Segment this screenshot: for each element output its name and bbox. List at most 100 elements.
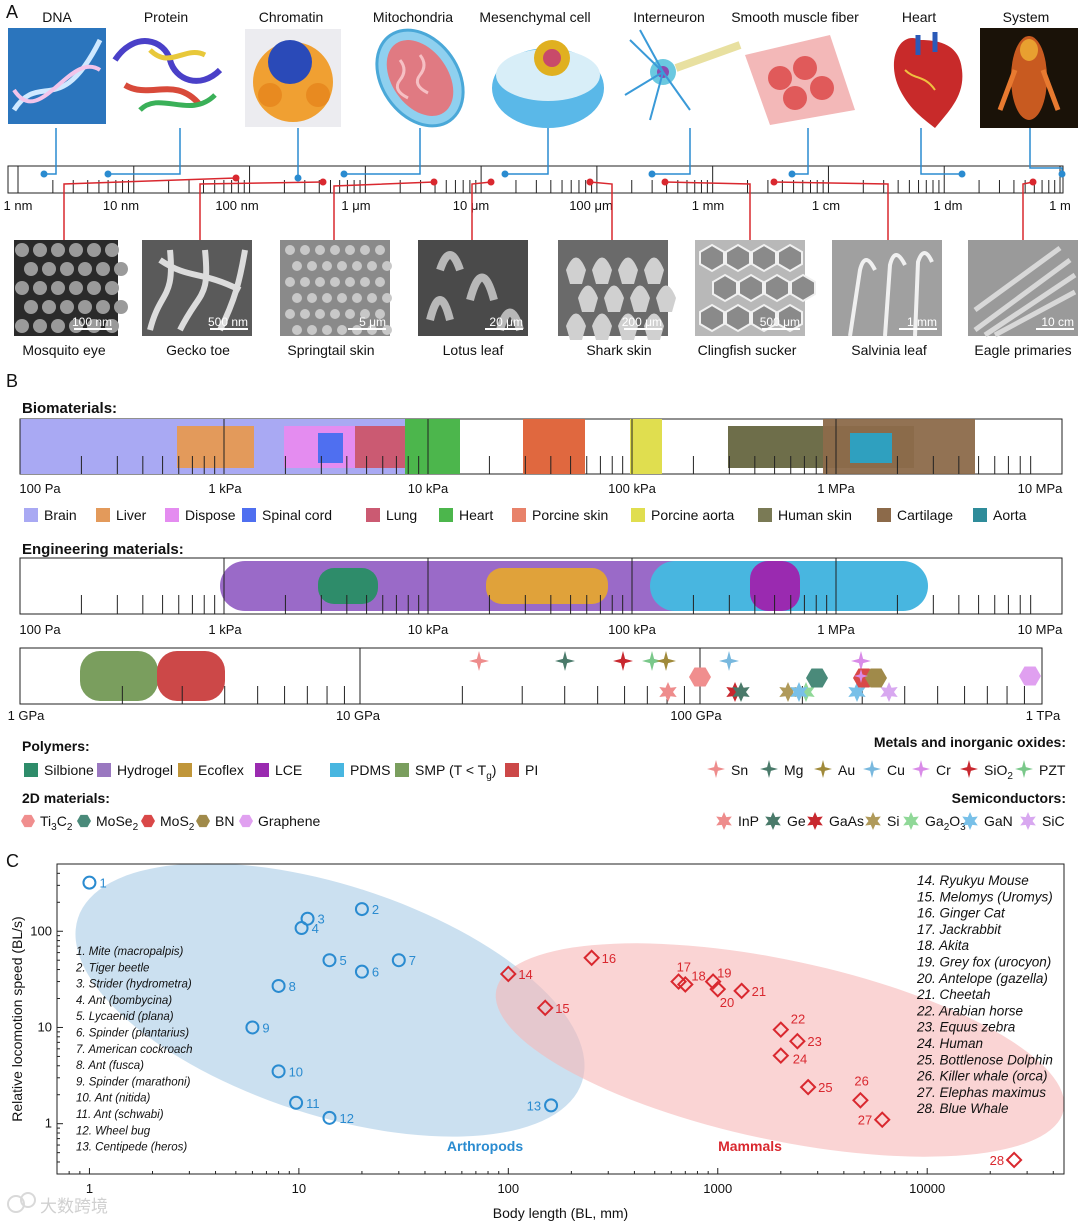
leader-dot	[958, 170, 966, 178]
x-axis-label: Body length (BL, mm)	[493, 1205, 628, 1221]
bottom-item-name: Salvinia leaf	[851, 342, 927, 358]
heart-range	[405, 419, 460, 474]
point-label: 22	[791, 1012, 805, 1027]
legend-marker	[21, 814, 35, 828]
point-label: 28	[990, 1153, 1004, 1168]
watermark: 大数跨境	[7, 1192, 108, 1216]
granule	[300, 245, 310, 255]
2d-material-marker	[865, 668, 887, 688]
chromatin-image	[245, 29, 341, 127]
granule	[300, 277, 310, 287]
ommatidium	[15, 281, 29, 295]
ommatidium	[33, 243, 47, 257]
arthropod-point	[271, 1064, 286, 1079]
mammal-legend-item: 14. Ryukyu Mouse	[917, 873, 1029, 888]
scale-bar-label: 200 μm	[622, 315, 662, 329]
mosquito-eye-image	[14, 240, 128, 336]
legend-label: PDMS	[350, 762, 390, 778]
axis-tick-label: 1 kPa	[208, 481, 242, 496]
legend-label: Ge	[787, 813, 806, 829]
bottom-item-name: Gecko toe	[166, 342, 230, 358]
bottom-item-name: Clingfish sucker	[698, 342, 797, 358]
leader-dot	[294, 174, 302, 182]
arthropod-legend-item: 12. Wheel bug	[76, 1125, 151, 1137]
arthropod-point	[544, 1098, 559, 1113]
legend-marker	[863, 760, 881, 778]
granule	[315, 309, 325, 319]
legend-label: Ti3C2	[40, 813, 73, 833]
legend-label: InP	[738, 813, 759, 829]
granule	[322, 293, 332, 303]
legend-label: Ecoflex	[198, 762, 244, 778]
metal-marker	[719, 651, 739, 671]
legend-label: SiO2	[984, 762, 1013, 782]
top-item-title: DNA	[42, 9, 72, 25]
denticle	[592, 313, 612, 340]
arthropod-legend-item: 13. Centipede (heros)	[76, 1142, 187, 1154]
semiconductor-marker	[659, 682, 677, 702]
granule	[360, 245, 370, 255]
legend-label: Heart	[459, 507, 493, 523]
scale-label: 1 mm	[692, 198, 725, 213]
hexagon-cell	[764, 273, 790, 303]
metal-marker	[613, 651, 633, 671]
leader-dot	[661, 178, 669, 186]
point-label: 7	[409, 953, 416, 968]
arthropod-legend-item: 3. Strider (hydrometra)	[76, 979, 192, 991]
scale-bar-label: 100 nm	[72, 315, 112, 329]
mammal-point	[852, 1091, 869, 1109]
ommatidium	[15, 319, 29, 333]
legend-label: Cu	[887, 762, 905, 778]
legend-label: Silbione	[44, 762, 94, 778]
granule	[322, 261, 332, 271]
engineering-axis-labels-1: 100 Pa 1 kPa 10 kPa 100 kPa 1 MPa 10 MPa	[19, 622, 1063, 637]
ommatidium	[51, 243, 65, 257]
denticle	[644, 313, 664, 340]
legend-marker	[716, 812, 732, 830]
panel-a-top-images	[8, 28, 1078, 128]
aorta-range	[850, 433, 892, 463]
porcine-aorta-range	[630, 419, 662, 474]
arthropod-point	[289, 1095, 304, 1110]
point-label: 26	[854, 1073, 868, 1088]
semiconductor-marker	[790, 682, 808, 702]
clingfish-sucker-image	[695, 240, 816, 336]
arthropod-legend-item: 2. Tiger beetle	[75, 962, 149, 974]
point-label: 16	[602, 951, 616, 966]
mammal-point	[788, 1032, 806, 1050]
granule	[345, 309, 355, 319]
point-label: 25	[818, 1080, 832, 1095]
ommatidium	[24, 262, 38, 276]
mitochondria-image	[375, 28, 465, 128]
granule	[307, 325, 317, 335]
granule	[360, 277, 370, 287]
mammal-legend-item: 23. Equus zebra	[916, 1020, 1016, 1035]
granule	[292, 325, 302, 335]
semiconductors-legend: InP Ge GaAs Si Ga2O3 GaN SiC	[716, 812, 1065, 833]
mammal-legend-item: 16. Ginger Cat	[917, 906, 1006, 921]
engineering-chart-2	[19, 647, 1043, 705]
gecko-toe-image	[142, 240, 252, 336]
legend-label: Brain	[44, 507, 77, 523]
axis-tick-label: 1 TPa	[1026, 708, 1061, 723]
legend-label: Au	[838, 762, 855, 778]
point-label: 6	[372, 965, 379, 980]
scale-bar-labels: 100 nm 500 nm 5 μm 20 μm 200 μm 500 μm 1 mm 10 …	[72, 315, 1074, 330]
hexagon-cell	[699, 243, 725, 273]
material-markers	[469, 651, 1041, 702]
scale-label: 1 cm	[812, 198, 840, 213]
denticle	[566, 313, 586, 340]
legend-swatch	[24, 763, 38, 777]
legend-marker	[765, 812, 781, 830]
top-item-title: System	[1003, 9, 1050, 25]
denticle	[656, 285, 676, 312]
hexagon-cell	[712, 273, 738, 303]
top-item-title: Interneuron	[633, 9, 705, 25]
legend-marker	[865, 812, 881, 830]
lce-range	[750, 561, 800, 611]
2d-material-marker	[689, 667, 711, 687]
scale-label: 1 m	[1049, 198, 1071, 213]
legend-marker	[239, 814, 253, 828]
legend-swatch	[512, 508, 526, 522]
